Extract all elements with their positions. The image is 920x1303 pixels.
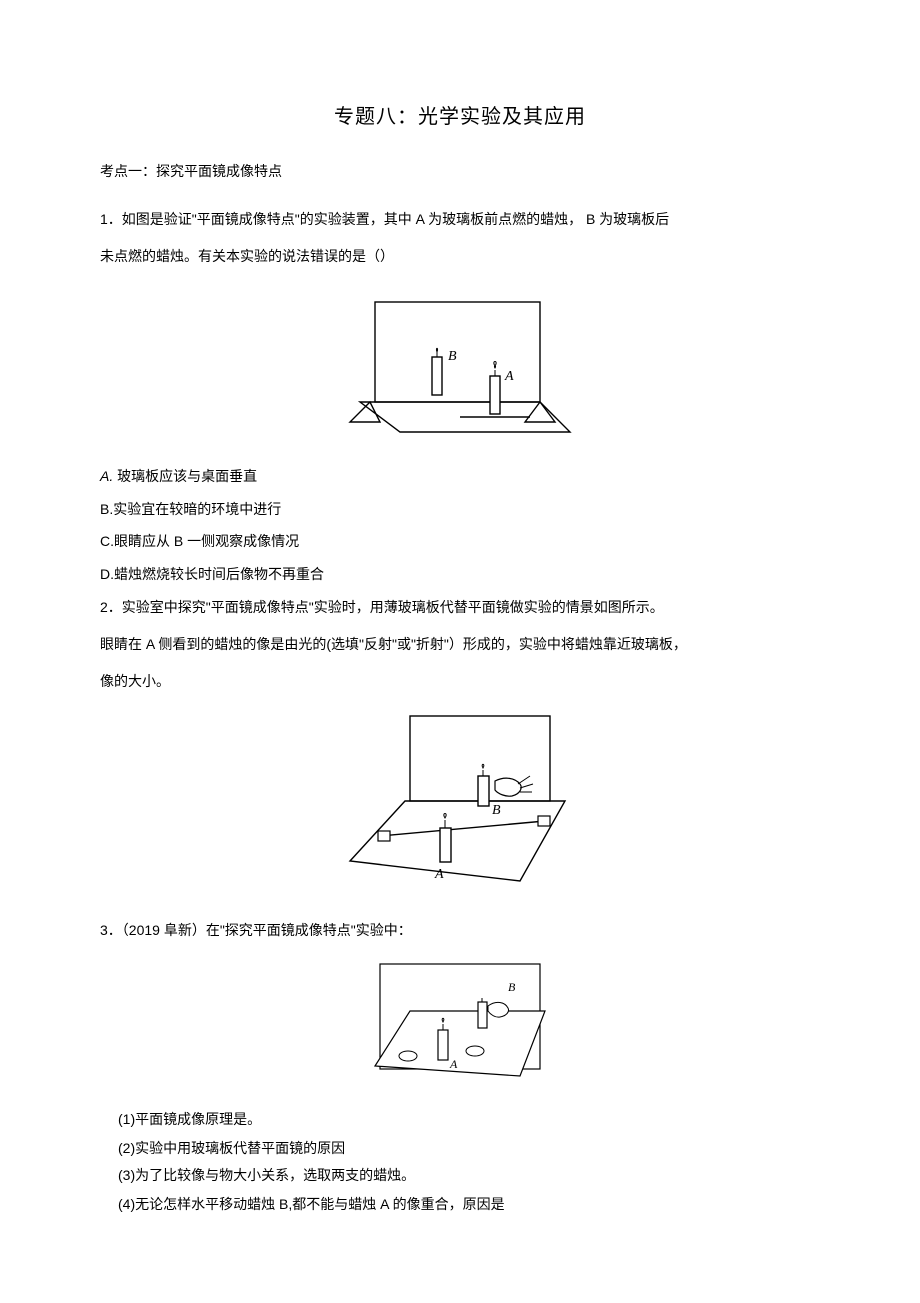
q1-option-a-prefix: A. [100, 468, 113, 484]
q3-line1: 3．（2019 阜新）在"探究平面镜成像特点"实验中： [100, 915, 820, 946]
mirror-diagram-3-svg: A B [360, 956, 560, 1086]
q2-line3: 像的大小。 [100, 666, 820, 697]
q2-line1: 2．实验室中探究"平面镜成像特点"实验时，用薄玻璃板代替平面镜做实验的情景如图所… [100, 592, 820, 623]
page-title: 专题八：光学实验及其应用 [100, 100, 820, 129]
q1-figure: B A [100, 282, 820, 447]
mirror-diagram-2-svg: A B [340, 706, 580, 896]
q3-figure: A B [100, 956, 820, 1091]
fig1-label-b: B [448, 349, 457, 364]
q1-option-a-text: 玻璃板应该与桌面垂直 [117, 468, 257, 484]
fig3-label-a: A [449, 1057, 458, 1071]
q1-option-d: D.蜡烛燃烧较长时间后像物不再重合 [100, 559, 820, 590]
fig2-label-a: A [434, 867, 444, 882]
mirror-diagram-1-svg: B A [340, 282, 580, 442]
q3-sub1: (1)平面镜成像原理是。 [100, 1105, 820, 1133]
q1-option-c: C.眼睛应从 B 一侧观察成像情况 [100, 526, 820, 557]
fig2-label-b: B [492, 803, 501, 818]
q1-line2: 未点燃的蜡烛。有关本实验的说法错误的是（） [100, 241, 820, 272]
q3-sub2: (2)实验中用玻璃板代替平面镜的原因 [100, 1137, 820, 1159]
fig1-label-a: A [504, 369, 514, 384]
fig3-label-b: B [508, 980, 516, 994]
q1-line1: 1．如图是验证"平面镜成像特点"的实验装置，其中 A 为玻璃板前点燃的蜡烛， B… [100, 204, 820, 235]
q1-option-b: B.实验宜在较暗的环境中进行 [100, 494, 820, 525]
q1-option-a: A. 玻璃板应该与桌面垂直 [100, 461, 820, 492]
section-heading-1: 考点一：探究平面镜成像特点 [100, 159, 820, 184]
q3-sub3: (3)为了比较像与物大小关系，选取两支的蜡烛。 [100, 1164, 820, 1186]
q2-figure: A B [100, 706, 820, 901]
q2-line2: 眼睛在 A 侧看到的蜡烛的像是由光的(选填"反射"或"折射"）形成的，实验中将蜡… [100, 629, 820, 660]
q3-sub4: (4)无论怎样水平移动蜡烛 B,都不能与蜡烛 A 的像重合，原因是 [100, 1190, 820, 1218]
